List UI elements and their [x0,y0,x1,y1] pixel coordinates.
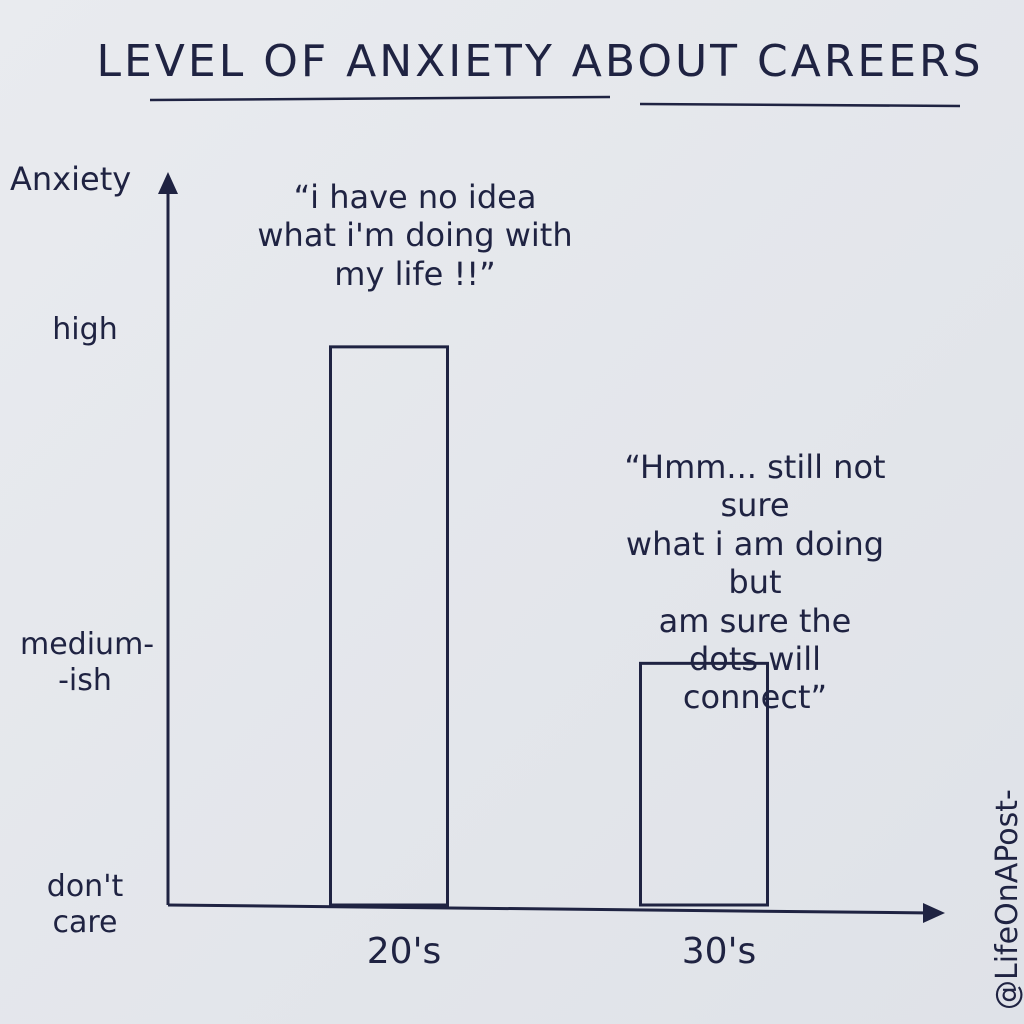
chart-title: LEVEL OF ANXIETY ABOUT CAREERS [96,36,984,87]
bar [329,345,449,907]
credit: @LifeOnAPost-it [990,789,1024,1010]
y-axis-label: Anxiety [10,160,132,198]
x-tick-label: 30's [681,931,757,972]
y-tick-label: medium- -ish [20,627,155,699]
x-tick-label: 20's [366,931,442,972]
annotation: “Hmm... still not sure what i am doing b… [624,448,886,717]
x-axis-arrow [923,903,945,923]
annotation: “i have no idea what i'm doing with my l… [257,178,573,293]
title-underline [149,95,961,108]
y-axis-arrow [158,172,178,194]
x-axis [167,903,934,915]
y-tick-label: don't care [46,869,124,940]
y-tick-label: high [52,311,118,347]
bar [639,661,769,907]
